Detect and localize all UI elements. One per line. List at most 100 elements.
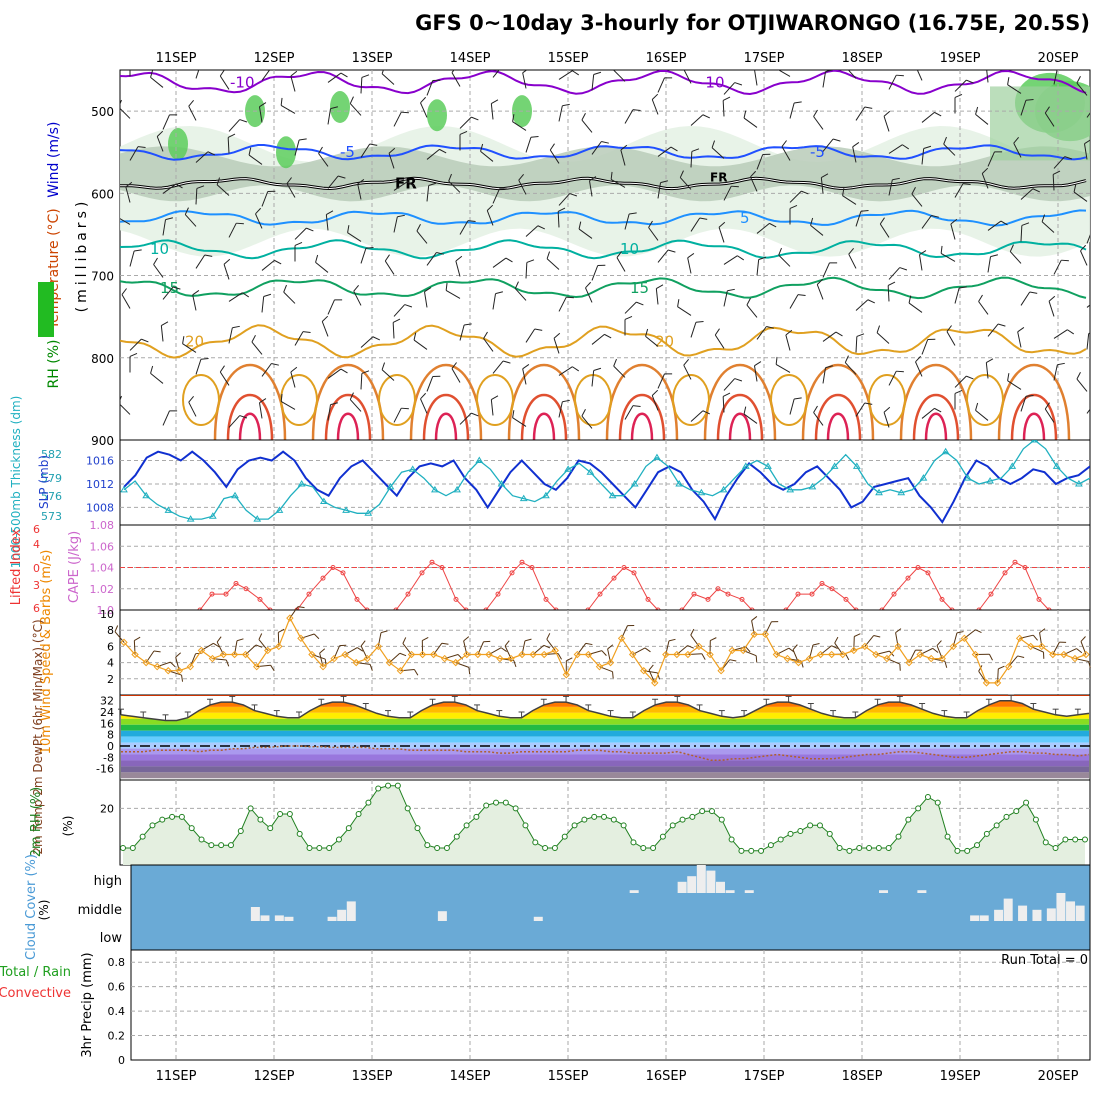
rh-marker: [355, 811, 362, 817]
barb-staff: [743, 117, 758, 128]
barb-staff: [613, 365, 626, 378]
upper-ylabel-wind: Wind (m/s): [46, 122, 62, 198]
barb-staff: [657, 373, 665, 389]
barb-flag: [585, 281, 592, 289]
cloud-bar: [994, 909, 1004, 921]
barb-staff: [261, 296, 265, 313]
barb-flag: [645, 328, 649, 337]
cloud-bar: [1066, 901, 1076, 921]
wind-barb: [294, 227, 314, 240]
thickness-marker: [453, 485, 461, 493]
rh-marker: [208, 842, 215, 849]
wind-barb: [492, 360, 511, 374]
barb-flag: [121, 288, 127, 295]
lifted-marker: [725, 591, 731, 597]
barb-flag: [954, 389, 963, 394]
wind-barb: [723, 255, 745, 265]
barb-flag: [572, 70, 580, 76]
wind-barb: [842, 188, 857, 205]
wind-speed-marker: [374, 642, 383, 651]
rh-tick-label: 20: [100, 802, 114, 815]
barb-staff: [426, 80, 434, 96]
wind-barb: [756, 153, 771, 170]
barb-flag: [169, 114, 178, 116]
barb-flag: [731, 185, 739, 188]
wind-barb: [514, 281, 527, 301]
barb-flag: [944, 661, 948, 668]
rh-marker: [257, 816, 264, 823]
upper-air-panel: -10-10-5-5FRFR55101015152020 50060070080…: [38, 63, 1091, 448]
lifted-marker: [354, 596, 360, 602]
barb-flag: [845, 653, 850, 661]
barb-staff: [844, 362, 857, 375]
barb-staff: [558, 70, 573, 80]
wind-barb: [294, 138, 307, 156]
barb-flag: [1025, 395, 1034, 397]
wind-speed-marker: [949, 642, 958, 651]
lifted-marker: [819, 580, 825, 586]
barb-flag: [181, 674, 184, 682]
barb-flag: [267, 190, 276, 193]
barb-staff: [121, 294, 131, 309]
rh-marker: [178, 813, 185, 820]
barb-flag: [844, 355, 849, 363]
wind-barb: [1076, 372, 1088, 392]
wind-barb: [1020, 99, 1034, 116]
barb-flag: [432, 375, 441, 378]
isotherm-label: FR: [395, 174, 417, 192]
barb-flag: [879, 217, 885, 225]
wind-barb: [683, 359, 692, 380]
barb-staff: [483, 338, 494, 352]
lifted-marker: [597, 591, 603, 597]
barb-staff: [129, 250, 135, 267]
lifted-marker: [645, 596, 651, 602]
thickness-marker: [919, 474, 928, 481]
thickness-tick-label: 576: [41, 490, 62, 503]
barb-staff: [525, 262, 528, 279]
barb-staff: [321, 321, 329, 337]
barb-staff: [280, 105, 296, 114]
barb-staff: [549, 149, 560, 164]
barb-flag: [966, 79, 974, 84]
barb-flag: [500, 647, 507, 652]
lifted-marker: [439, 565, 445, 570]
barb-staff: [624, 405, 634, 420]
lifted-tick-label: 4: [33, 538, 40, 551]
barb-flag: [274, 259, 282, 265]
precip-axis: 0.8 0.6 0.4 0.2 0: [108, 956, 126, 1067]
wind-barb: [1017, 326, 1025, 348]
barb-staff: [1009, 251, 1022, 264]
barb-flag: [534, 328, 543, 331]
lifted-marker: [330, 565, 336, 570]
wind-barb: [162, 410, 178, 426]
x-label-bottom: 12SEP: [254, 1069, 295, 1084]
barb-flag: [864, 402, 873, 405]
barb-flag: [239, 119, 248, 123]
barb-flag: [816, 278, 824, 285]
wind10m-frame: [119, 609, 1091, 696]
wind-barb: [677, 299, 692, 316]
barb-staff: [294, 139, 300, 156]
barb-flag: [1009, 244, 1014, 252]
barb-flag: [270, 664, 275, 672]
wind-barb: [280, 393, 296, 410]
wind-barb: [655, 284, 664, 305]
barb-flag: [1044, 106, 1050, 114]
barb-flag: [495, 291, 504, 295]
barb-flag: [422, 636, 429, 641]
barb-flag: [227, 133, 236, 138]
wind-barb: [616, 251, 626, 272]
wind-barb: [723, 185, 739, 201]
wind-barb: [490, 99, 499, 120]
wind-barb: [512, 410, 527, 427]
x-axis-labels-bottom: 11SEP 12SEP 13SEP 14SEP 15SEP 16SEP 17SEP 18SEP…: [156, 1069, 1079, 1084]
wind-barb: [459, 116, 479, 129]
barb-flag: [503, 63, 510, 70]
wind-barb: [1044, 402, 1055, 423]
barb-flag: [357, 178, 365, 185]
lifted-marker: [1002, 570, 1008, 576]
wind-barb: [393, 111, 409, 127]
thickness-marker: [275, 506, 284, 513]
thickness-marker: [1030, 440, 1039, 443]
wind-barb: [426, 252, 444, 266]
